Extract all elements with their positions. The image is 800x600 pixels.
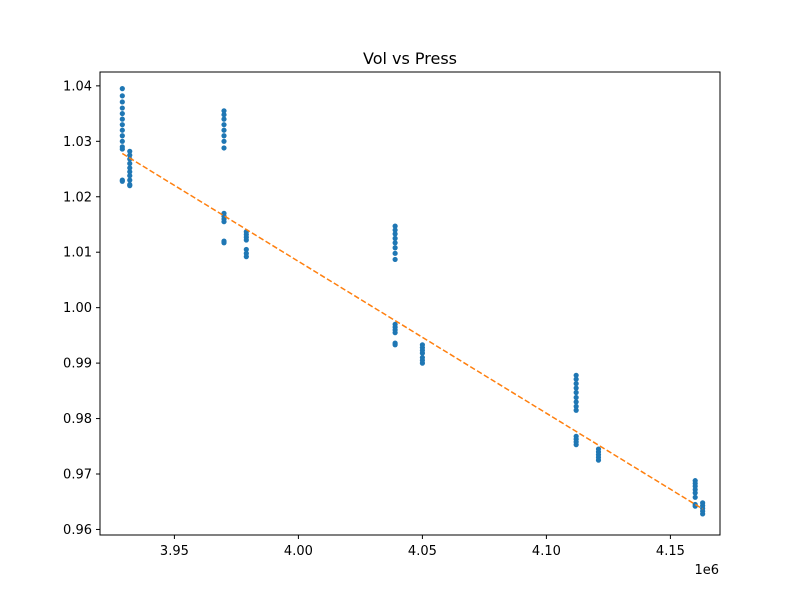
data-point	[119, 99, 125, 105]
data-point	[419, 360, 425, 366]
data-point	[392, 245, 398, 251]
data-point	[392, 250, 398, 256]
data-point	[573, 403, 579, 409]
data-point	[127, 148, 133, 154]
data-point	[127, 156, 133, 162]
y-tick-label: 1.00	[63, 301, 92, 316]
data-point	[119, 105, 125, 111]
x-axis-offset-label: 1e6	[694, 563, 719, 578]
data-point	[119, 133, 125, 139]
data-point	[221, 116, 227, 122]
data-point	[119, 178, 125, 184]
data-point	[392, 227, 398, 233]
data-point	[392, 330, 398, 336]
data-point	[221, 122, 227, 128]
data-point	[221, 112, 227, 118]
y-tick-label: 0.98	[63, 412, 92, 427]
data-point	[221, 108, 227, 114]
data-point	[221, 240, 227, 246]
data-point	[573, 381, 579, 387]
data-point	[119, 146, 125, 152]
y-tick-label: 1.04	[63, 79, 92, 94]
y-tick-label: 1.01	[63, 246, 92, 261]
data-point	[392, 231, 398, 237]
data-point	[573, 372, 579, 378]
data-point	[221, 145, 227, 151]
data-point	[221, 127, 227, 133]
x-tick-label: 4.05	[408, 544, 437, 559]
data-point	[127, 183, 133, 189]
data-point	[119, 93, 125, 99]
data-point	[392, 342, 398, 348]
y-tick-label: 0.97	[63, 468, 92, 483]
plot-area	[119, 86, 706, 517]
data-point	[221, 219, 227, 225]
data-point	[221, 138, 227, 144]
chart-title: Vol vs Press	[363, 49, 457, 68]
data-point	[392, 223, 398, 229]
data-point	[127, 165, 133, 171]
data-point	[392, 256, 398, 263]
data-point	[392, 240, 398, 246]
y-tick-label: 0.99	[63, 357, 92, 372]
data-point	[119, 122, 125, 128]
data-point	[243, 237, 249, 243]
data-point	[573, 376, 579, 382]
data-point	[127, 177, 133, 183]
data-point	[573, 385, 579, 391]
x-tick-label: 4.10	[532, 544, 561, 559]
data-point	[573, 399, 579, 405]
plot-frame	[99, 71, 721, 536]
data-point	[573, 407, 579, 413]
data-point	[127, 173, 133, 179]
axes: 3.95 4.00 4.05 4.10 4.15 0.96 0.97 0.98 0.99 1.00…	[63, 71, 721, 559]
y-tick-label: 0.96	[63, 523, 92, 538]
y-tick-label: 1.03	[63, 135, 92, 150]
data-point	[573, 389, 579, 396]
data-point	[119, 116, 125, 122]
data-point	[595, 457, 602, 463]
data-point	[127, 160, 133, 167]
data-point	[119, 110, 125, 117]
data-point	[127, 152, 133, 158]
data-point	[243, 246, 249, 253]
data-point	[573, 442, 579, 448]
data-point	[392, 235, 398, 241]
data-point	[119, 138, 125, 144]
x-tick-label: 3.95	[160, 544, 189, 559]
y-tick-label: 1.02	[63, 190, 92, 205]
data-point	[419, 350, 425, 356]
data-point	[119, 127, 125, 133]
data-point	[243, 254, 249, 260]
data-point	[119, 86, 125, 92]
x-tick-label: 4.15	[656, 544, 685, 559]
data-point	[700, 511, 706, 517]
data-point	[573, 394, 579, 401]
data-point	[692, 494, 698, 500]
fit-line	[121, 152, 704, 510]
data-point	[127, 169, 133, 175]
data-point	[692, 490, 698, 496]
x-tick-label: 4.00	[284, 544, 313, 559]
data-point	[221, 133, 227, 139]
